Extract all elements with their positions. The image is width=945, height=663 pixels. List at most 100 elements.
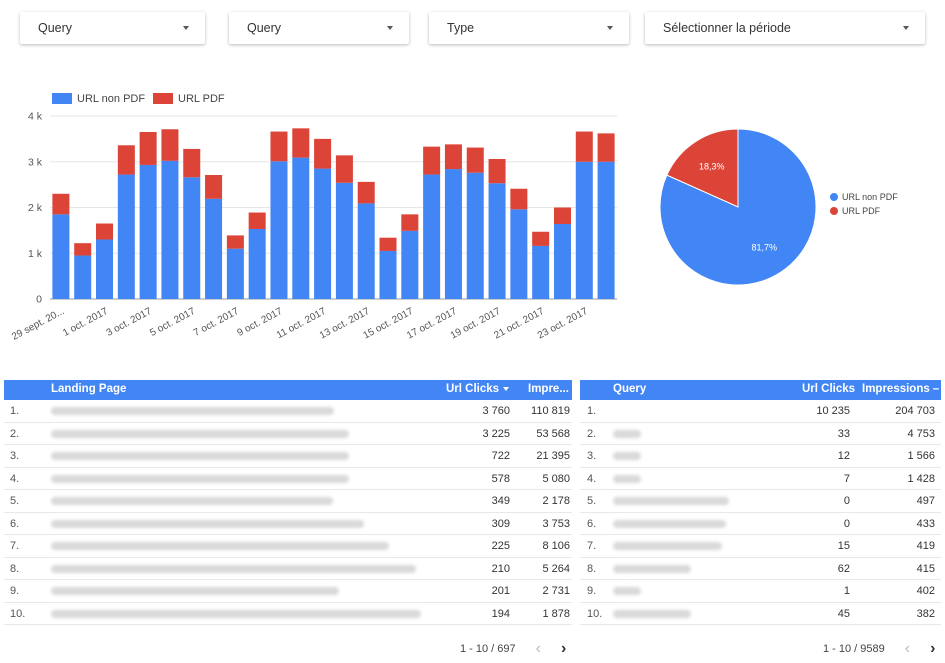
table-row[interactable]: 3. 722 21 395 [4,445,572,468]
impressions-cell: 1 428 [907,472,935,485]
bar-url-pdf[interactable] [96,223,114,240]
table-row[interactable]: 8. 210 5 264 [4,558,572,580]
chevron-right-icon[interactable]: › [560,640,567,657]
bar-url-pdf[interactable] [292,128,310,158]
table-row[interactable]: 7. 15 419 [580,535,941,558]
table-row[interactable]: 9. 1 402 [580,580,941,603]
bar-url-pdf[interactable] [52,193,70,215]
bar-url-non-pdf[interactable] [553,223,571,299]
bar-url-non-pdf[interactable] [270,161,288,299]
bar-url-pdf[interactable] [575,131,593,162]
table-row[interactable]: 8. 62 415 [580,558,941,580]
bar-url-non-pdf[interactable] [96,239,114,299]
bar-url-non-pdf[interactable] [335,182,353,299]
table-row[interactable]: 4. 7 1 428 [580,468,941,490]
query-column-header[interactable]: Query [613,383,647,395]
bar-url-pdf[interactable] [139,132,157,165]
bar-url-pdf[interactable] [532,231,550,246]
chevron-left-icon[interactable]: ‹ [535,640,541,657]
redacted-landing-page-url [51,609,421,618]
table-row[interactable]: 1. 3 760 110 819 [4,400,572,423]
pie-slice[interactable] [659,128,817,286]
bar-url-pdf[interactable] [379,237,397,251]
legend-label: URL non PDF [77,93,145,105]
row-index: 2. [587,427,597,440]
bar-url-pdf[interactable] [248,212,266,230]
table-row[interactable]: 10. 194 1 878 [4,603,572,625]
bar-url-pdf[interactable] [270,131,288,162]
bar-url-non-pdf[interactable] [314,168,332,299]
bar-url-non-pdf[interactable] [74,255,92,299]
impressions-cell: 8 106 [542,540,570,552]
bar-url-non-pdf[interactable] [401,230,419,299]
bar-url-non-pdf[interactable] [575,161,593,299]
table-row[interactable]: 3. 12 1 566 [580,445,941,468]
bar-url-non-pdf[interactable] [423,174,441,299]
table-row[interactable]: 10. 45 382 [580,603,941,625]
query-filter-1[interactable]: Query [20,12,205,44]
bar-url-pdf[interactable] [401,214,419,231]
bar-url-non-pdf[interactable] [597,161,615,299]
bar-url-pdf[interactable] [226,235,244,249]
table-row[interactable]: 2. 33 4 753 [580,423,941,445]
impressions-column-header[interactable]: Impre... [528,383,569,395]
landing-page-column-header[interactable]: Landing Page [51,383,127,395]
bar-url-non-pdf[interactable] [466,172,484,299]
bar-url-non-pdf[interactable] [357,203,375,299]
chevron-right-icon[interactable]: › [930,640,936,657]
bar-url-non-pdf[interactable] [183,177,201,299]
bar-url-pdf[interactable] [357,181,375,204]
bar-url-pdf[interactable] [488,159,506,184]
bar-url-pdf[interactable] [553,207,571,224]
type-filter[interactable]: Type [429,12,629,44]
bar-url-non-pdf[interactable] [292,157,310,299]
bar-url-non-pdf[interactable] [161,160,179,299]
bar-url-non-pdf[interactable] [117,174,135,299]
bar-url-pdf[interactable] [444,144,462,170]
table-row[interactable]: 4. 578 5 080 [4,468,572,490]
table-row[interactable]: 6. 0 433 [580,513,941,535]
bar-url-pdf[interactable] [510,188,528,210]
bar-url-pdf[interactable] [183,148,201,178]
bar-url-non-pdf[interactable] [139,164,157,299]
url-clicks-column-header[interactable]: Url Clicks [802,383,856,395]
bar-url-pdf[interactable] [74,243,92,256]
bar-url-pdf[interactable] [597,133,615,162]
row-index: 2. [10,427,20,440]
table-row[interactable]: 5. 349 2 178 [4,490,572,513]
sort-desc-icon [503,386,510,391]
bar-url-non-pdf[interactable] [488,183,506,299]
pie-slice-label: 81,7% [752,243,778,253]
table-row[interactable]: 1. 10 235 204 703 [580,400,941,423]
table-row[interactable]: 7. 225 8 106 [4,535,572,558]
bar-url-non-pdf[interactable] [52,214,70,299]
table-row[interactable]: 9. 201 2 731 [4,580,572,603]
chevron-left-icon[interactable]: ‹ [904,640,911,657]
bar-url-pdf[interactable] [466,147,484,173]
chevron-down-icon [903,26,909,30]
bar-url-non-pdf[interactable] [444,169,462,299]
table-row[interactable]: 2. 3 225 53 568 [4,423,572,445]
bar-url-pdf[interactable] [161,129,179,161]
bar-url-non-pdf[interactable] [379,250,397,299]
bar-url-non-pdf[interactable] [205,198,223,299]
bar-url-pdf[interactable] [335,155,353,183]
bar-url-pdf[interactable] [117,145,135,175]
query-filter-2[interactable]: Query [229,12,409,44]
table-row[interactable]: 5. 0 497 [580,490,941,513]
bar-url-non-pdf[interactable] [226,248,244,299]
bar-url-pdf[interactable] [205,175,223,199]
bar-url-pdf[interactable] [314,138,332,169]
url-clicks-column-header[interactable]: Url Clicks [446,383,510,395]
bar-url-pdf[interactable] [423,146,441,175]
pie-slice[interactable] [666,128,739,208]
url-clicks-cell: 722 [491,450,510,462]
table-row[interactable]: 6. 309 3 753 [4,513,572,535]
impressions-column-header[interactable]: Impressions – [862,383,939,395]
legend-label: URL non PDF [842,192,898,202]
bar-url-non-pdf[interactable] [532,245,550,299]
bar-url-non-pdf[interactable] [248,229,266,299]
period-filter[interactable]: Sélectionner la période [645,12,925,44]
bar-url-non-pdf[interactable] [510,209,528,299]
legend-dot [830,207,838,215]
